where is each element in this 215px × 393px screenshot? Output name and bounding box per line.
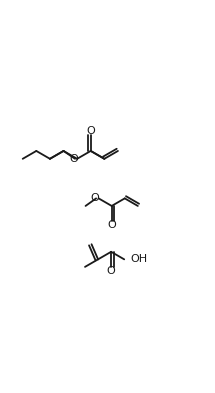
Text: O: O	[69, 154, 78, 164]
Text: O: O	[107, 266, 115, 275]
Text: O: O	[107, 220, 116, 230]
Text: O: O	[86, 127, 95, 136]
Text: OH: OH	[130, 254, 147, 264]
Text: O: O	[91, 193, 99, 204]
